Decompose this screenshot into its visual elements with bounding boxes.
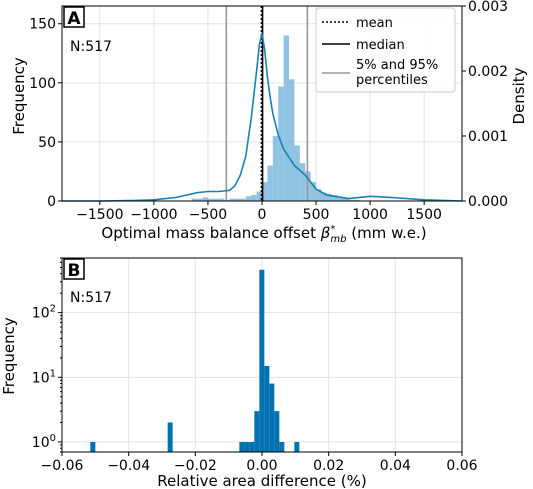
panel-a-y-ticks: 0 50 100 150 (29, 17, 62, 210)
panel-a-bar (267, 165, 273, 201)
panel-a-x-axis-label: Optimal mass balance offset β* mb (mm w.e… (101, 224, 426, 246)
panel-a-bar (256, 191, 262, 201)
panel-a-y-axis-label-right: Density (510, 67, 528, 124)
panel-b-y-ticks: 100 101 102 (32, 257, 62, 453)
panel-a-x-tick-label: −500 (189, 207, 227, 223)
panel-b-bar (264, 365, 270, 452)
panel-a-y-tick-label-right: 0.001 (468, 129, 508, 145)
panel-b-bar (274, 411, 280, 452)
panel-a-bar (343, 198, 349, 201)
panel-a-bar (353, 199, 360, 201)
panel-a: −1500 −1000 −500 0 500 1000 1500 0 50 100 150 0.0… (10, 0, 528, 246)
panel-a-bar (326, 193, 333, 201)
panel-b-bar (269, 383, 275, 452)
panel-b-x-ticks: −0.06 −0.04 −0.02 0.00 0.02 0.04 0.06 (41, 452, 478, 474)
panel-a-y-tick-label: 150 (29, 17, 56, 33)
panel-b-bar (254, 411, 260, 452)
panel-a-bar (348, 199, 354, 201)
panel-a-bar (234, 198, 241, 201)
panel-a-bar (294, 145, 300, 201)
panel-b-bar (90, 441, 96, 452)
panel-b-y-tick-label: 102 (32, 304, 56, 322)
panel-a-bar (310, 182, 317, 201)
panel-a-label: A (67, 9, 81, 29)
panel-b-bar (249, 441, 255, 452)
panel-b-x-tick-label: −0.06 (41, 458, 84, 474)
panel-a-bar (272, 136, 279, 201)
panel-a-y-tick-label: 0 (47, 194, 56, 210)
panel-b-label-box: B (63, 258, 85, 281)
panel-a-x-tick-label: −1000 (130, 207, 177, 223)
panel-a-x-ticks: −1500 −1000 −500 0 500 1000 1500 (76, 201, 442, 223)
panel-b-y-axis-label: Frequency (0, 317, 18, 395)
panel-b-x-tick-label: −0.02 (174, 458, 217, 474)
panel-a-bar (321, 192, 327, 201)
panel-a-bar (229, 198, 235, 201)
panel-b-x-tick-label: 0.06 (446, 458, 477, 474)
panel-a-bar (299, 163, 306, 201)
panel-a-y-tick-label-right: 0.000 (468, 194, 508, 210)
panel-b-x-tick-label: 0.02 (313, 458, 344, 474)
panel-a-bar (251, 195, 257, 201)
panel-b-x-tick-label: 0.00 (246, 458, 277, 474)
panel-b-x-axis-label: Relative area difference (%) (157, 472, 367, 489)
panel-b-bar (239, 441, 245, 452)
panel-a-x-tick-label: −1500 (76, 207, 123, 223)
panel-b: −0.06 −0.04 −0.02 0.00 0.02 0.04 0.06 10010110… (0, 257, 478, 489)
panel-a-bar (197, 198, 203, 201)
panel-a-x-tick-label: 1500 (406, 207, 442, 223)
panel-a-kde-curve (62, 33, 463, 202)
panel-a-y-tick-label: 50 (38, 135, 56, 151)
panel-a-bar (289, 79, 295, 201)
panel-a-x-tick-label: 0 (258, 207, 267, 223)
panel-a-bar (262, 182, 268, 201)
panel-a-x-tick-label: 500 (303, 207, 330, 223)
legend-percentiles-label: 5% and 95% percentiles (356, 58, 442, 88)
panel-a-label-box: A (63, 6, 85, 29)
panel-b-label: B (68, 261, 81, 281)
panel-a-bar (240, 198, 246, 201)
panel-b-bar (244, 441, 250, 452)
panel-a-legend: mean median 5% and 95% percentiles (315, 7, 456, 93)
panel-b-y-tick-label: 100 (32, 433, 56, 451)
panel-a-bar (213, 198, 219, 201)
panel-a-bar (316, 189, 322, 201)
legend-mean-label: mean (356, 16, 393, 31)
panel-b-bar (279, 441, 285, 452)
panel-a-y-ticks-right: 0.000 0.001 0.002 0.003 (462, 0, 508, 210)
panel-a-y-tick-label-right: 0.002 (468, 64, 508, 80)
panel-a-bar (207, 198, 214, 201)
panel-b-x-tick-label: 0.04 (380, 458, 411, 474)
panel-b-bar (167, 422, 173, 452)
panel-b-x-tick-label: −0.04 (107, 458, 150, 474)
panel-a-bar (191, 198, 198, 201)
legend-median-label: median (356, 38, 405, 53)
panel-b-bar (259, 269, 265, 452)
panel-a-bar (218, 198, 225, 201)
panel-b-bars (90, 269, 300, 452)
panel-a-bar (245, 196, 252, 201)
panel-a-n-label: N:517 (70, 39, 112, 55)
panel-b-y-tick-label: 101 (32, 368, 56, 386)
panel-a-y-axis-label: Frequency (10, 57, 28, 135)
panel-a-bar (202, 197, 208, 201)
panel-a-bar (283, 35, 290, 201)
panel-a-x-tick-label: 1000 (352, 207, 388, 223)
panel-a-y-tick-label-right: 0.003 (468, 0, 508, 15)
panel-a-y-tick-label: 100 (29, 76, 56, 92)
panel-b-n-label: N:517 (70, 290, 112, 306)
panel-a-bar (337, 197, 344, 201)
panel-b-bar (294, 441, 300, 452)
panel-a-bar (332, 195, 338, 201)
